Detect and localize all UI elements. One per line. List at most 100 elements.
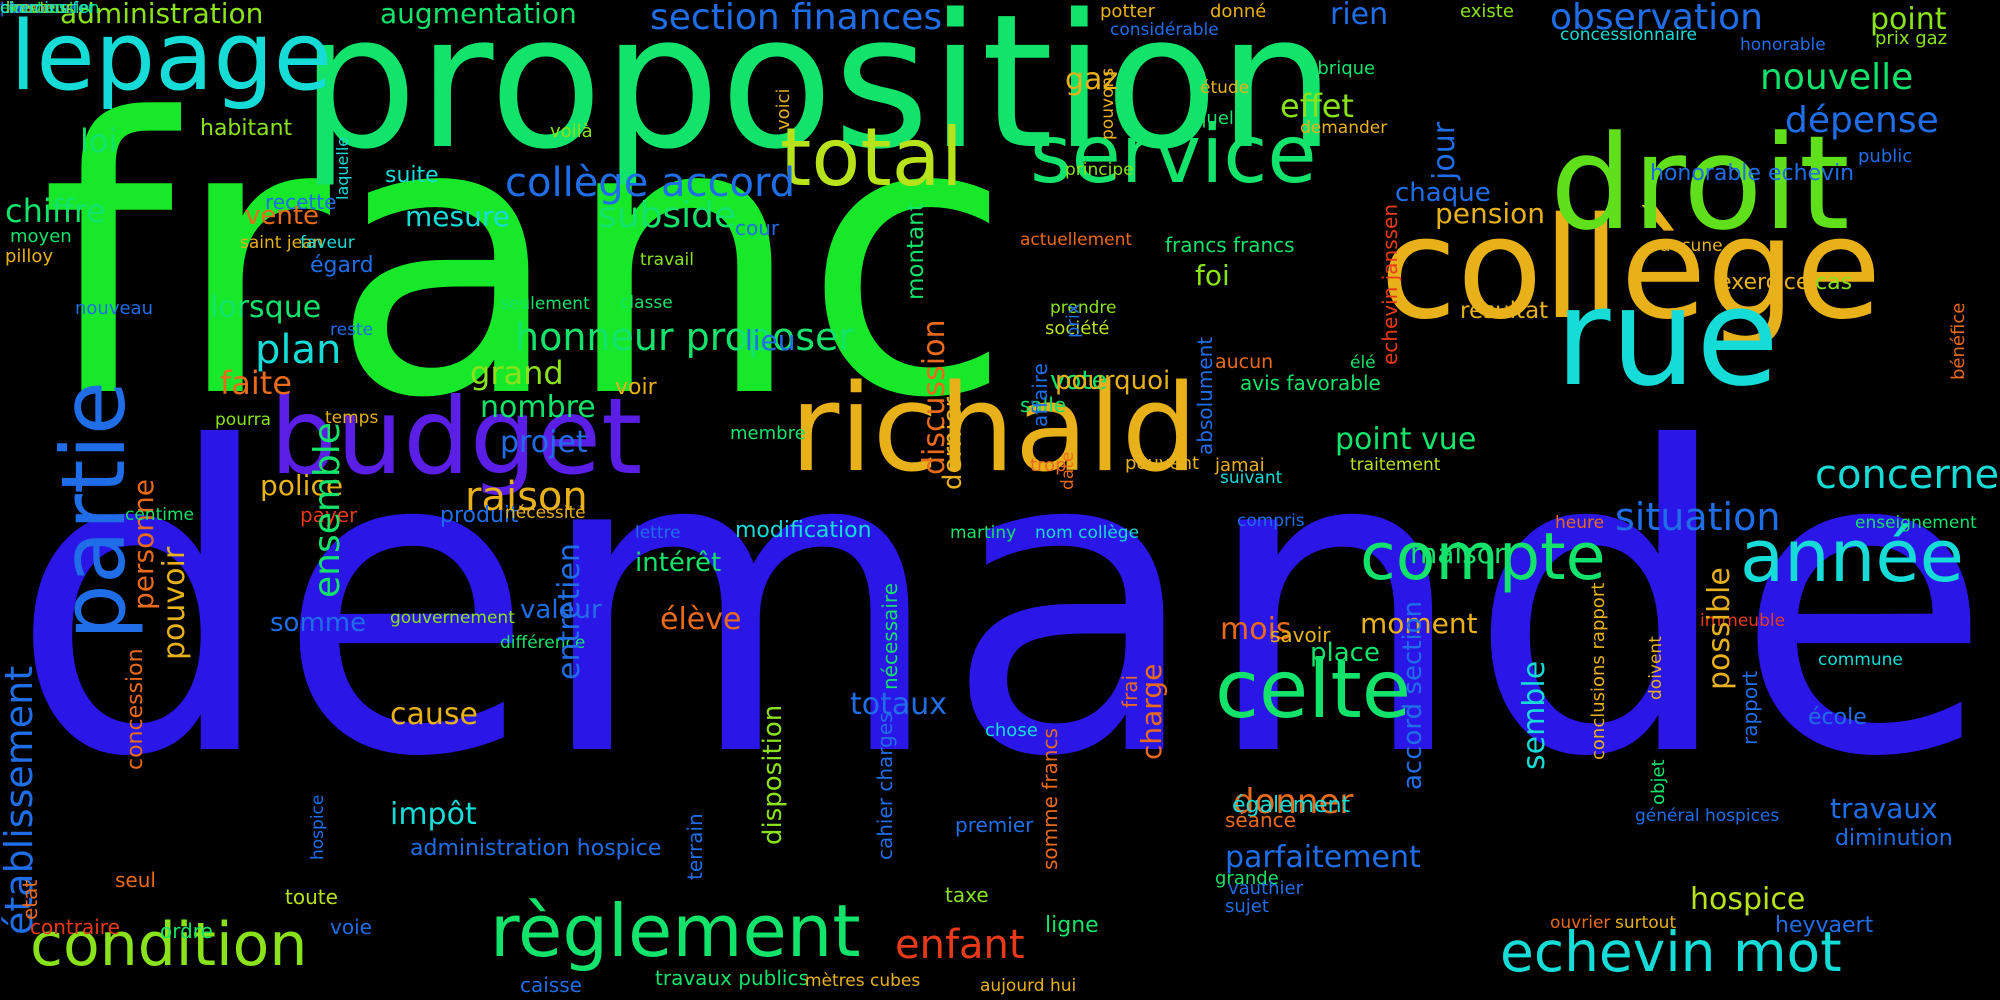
cloud-word-loi: loi <box>80 122 118 160</box>
cloud-word-travaux: travaux <box>1830 792 1938 825</box>
cloud-word-aucune: aucune <box>1660 236 1723 256</box>
cloud-word-objet: objet <box>1648 759 1669 805</box>
cloud-word-ligne: ligne <box>1045 913 1099 938</box>
cloud-word-immeuble: immeuble <box>1700 611 1786 631</box>
cloud-word-public: public <box>1858 146 1913 167</box>
cloud-word-service: service <box>1030 108 1317 201</box>
cloud-word-ouvrier: ouvrier <box>1550 913 1611 933</box>
cloud-word-depense: dépense <box>1785 100 1939 141</box>
cloud-word-savoir: savoir <box>1270 623 1331 647</box>
cloud-word-contraire: contraire <box>30 915 120 939</box>
cloud-word-raison: raison <box>465 474 588 520</box>
cloud-word-totaux: totaux <box>850 687 948 722</box>
cloud-word-administration: administration <box>60 0 264 30</box>
cloud-word-payer: payer <box>300 503 358 527</box>
cloud-word-donne: donné <box>1210 1 1267 22</box>
cloud-word-point-vue: point vue <box>1335 422 1477 457</box>
cloud-word-pourquoi: pourquoi <box>1055 366 1171 396</box>
cloud-word-administration-hospice: administration hospice <box>410 836 662 861</box>
cloud-word-etat: etat <box>18 879 42 920</box>
cloud-word-nom-college: nom collège <box>1035 523 1140 543</box>
cloud-word-existe: existe <box>1460 1 1514 22</box>
cloud-word-metres-cubes: mètres cubes <box>805 971 921 991</box>
cloud-word-moment: moment <box>1360 607 1478 640</box>
cloud-word-suivant: suivant <box>1220 468 1283 488</box>
cloud-word-droit: droit <box>1550 107 1850 259</box>
cloud-word-honorable: honorable <box>1740 35 1826 55</box>
cloud-word-college-accord: collège accord <box>505 160 796 206</box>
cloud-word-total: total <box>780 111 963 204</box>
cloud-word-construction: construction <box>0 0 100 17</box>
cloud-word-benefice: bénéfice <box>1948 302 1969 380</box>
cloud-word-difference: différence <box>500 633 586 653</box>
cloud-word-suite: suite <box>385 163 439 188</box>
cloud-word-trouve: trouve <box>0 0 52 17</box>
cloud-word-laquelle: laquelle <box>333 136 352 200</box>
cloud-word-franc: franc <box>40 38 1013 481</box>
cloud-word-semble: semble <box>1517 660 1552 770</box>
cloud-word-point: point <box>1870 2 1947 37</box>
cloud-word-enseignement: enseignement <box>1855 513 1977 533</box>
cloud-word-gouvernement: gouvernement <box>390 608 515 628</box>
cloud-word-voie: voie <box>330 915 372 939</box>
cloud-word-francs-francs: francs francs <box>1165 233 1295 257</box>
cloud-word-ensemble: ensemble <box>307 422 348 598</box>
cloud-word-celte: celte <box>1215 643 1412 736</box>
cloud-word-proposition: proposition <box>300 0 1336 190</box>
cloud-word-pourra: pourra <box>215 410 272 430</box>
cloud-word-exercice: exercice <box>1718 270 1810 295</box>
cloud-word-classe: classe <box>620 293 673 313</box>
cloud-word-faite: faite <box>220 364 292 402</box>
cloud-word-police: police <box>260 469 344 502</box>
cloud-word-mesure: mesure <box>405 200 510 233</box>
cloud-word-avis-favorable: avis favorable <box>1240 371 1381 395</box>
cloud-word-augmentation: augmentation <box>380 0 577 30</box>
cloud-word-recette: recette <box>265 190 337 214</box>
cloud-word-pension: pension <box>1435 197 1545 230</box>
cloud-word-echevin-mot: echevin mot <box>1500 920 1842 984</box>
cloud-word-demander: demander <box>1300 118 1388 138</box>
cloud-word-centime: centime <box>125 505 194 525</box>
cloud-word-caisse: caisse <box>520 973 582 997</box>
cloud-word-pilloy: pilloy <box>5 246 54 267</box>
cloud-word-chose: chose <box>985 720 1038 741</box>
cloud-word-quelle: quelle <box>1195 108 1250 129</box>
cloud-word-general-hospices: général hospices <box>1635 806 1780 826</box>
cloud-word-cas: cas <box>1815 270 1853 295</box>
cloud-word-doivent: doivent <box>1646 636 1666 700</box>
cloud-word-egalement: également <box>1232 793 1351 818</box>
cloud-word-projet: projet <box>500 425 588 460</box>
cloud-word-college: collège <box>1380 188 1882 351</box>
cloud-word-vote: vote <box>1050 366 1108 396</box>
cloud-word-cahier-charges: cahier charges <box>873 712 897 860</box>
cloud-word-sujet: sujet <box>1225 896 1269 917</box>
cloud-word-interet: intérêt <box>635 548 722 578</box>
cloud-word-conclusions-rapport: conclusions rapport <box>1588 582 1609 760</box>
cloud-word-charge: charge <box>1135 663 1168 760</box>
cloud-word-personnel: personnel <box>0 0 80 17</box>
cloud-word-condition: condition <box>30 910 308 980</box>
cloud-word-lepage: lepage <box>10 2 333 112</box>
cloud-word-disposition: disposition <box>758 704 788 845</box>
cloud-word-reglement: règlement <box>490 889 861 973</box>
cloud-word-situation: situation <box>1615 495 1781 539</box>
cloud-word-diminution: diminution <box>1835 826 1953 851</box>
cloud-word-effet: effet <box>1280 87 1354 125</box>
cloud-word-peuvent: peuvent <box>1125 453 1200 474</box>
cloud-word-trop: trop <box>1030 455 1067 476</box>
cloud-word-eleve: élève <box>660 602 742 637</box>
cloud-word-principe: principe <box>1065 160 1134 180</box>
cloud-word-demande: demande <box>10 360 1993 849</box>
cloud-word-ecole: école <box>1808 705 1867 730</box>
cloud-word-surtout: surtout <box>1615 913 1677 933</box>
cloud-word-premier: premier <box>955 813 1034 837</box>
cloud-word-rapport: rapport <box>1738 670 1762 745</box>
cloud-word-ordre: ordre <box>160 919 213 943</box>
cloud-word-travail: travail <box>640 250 694 270</box>
cloud-word-considerable: considérable <box>1110 20 1219 40</box>
cloud-word-vauthier: vauthier <box>1228 878 1304 899</box>
cloud-word-vente: vente <box>245 201 320 231</box>
cloud-word-personne: personne <box>127 479 160 610</box>
cloud-word-jamai: jamai <box>1215 455 1265 476</box>
